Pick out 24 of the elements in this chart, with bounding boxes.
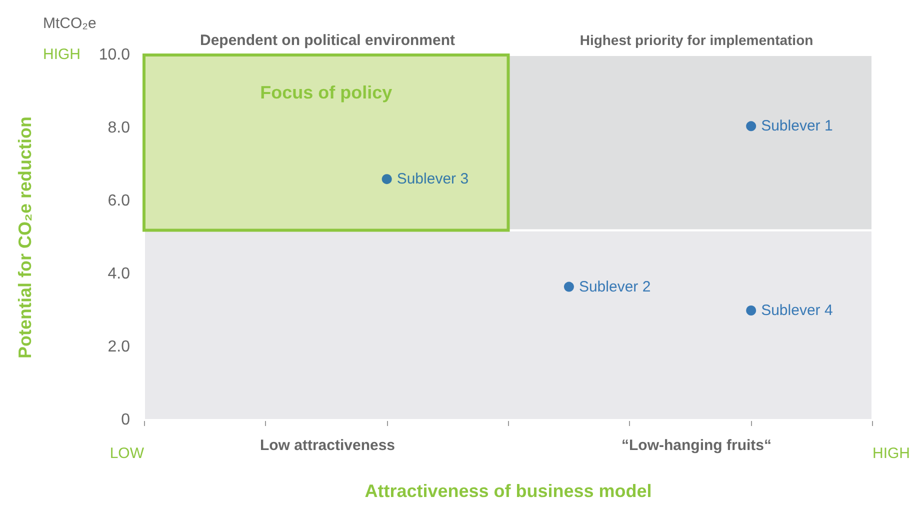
text: HIGH bbox=[43, 46, 80, 63]
text: MtCO₂e bbox=[43, 15, 96, 32]
point bbox=[564, 282, 574, 292]
y-tick-label: 4.0 bbox=[108, 266, 130, 282]
text: Dependent on political environment bbox=[200, 32, 456, 49]
series-label: Sublever 3 bbox=[396, 170, 469, 188]
y-tick-label: 10.0 bbox=[98, 46, 130, 64]
series-label: Sublever 1 bbox=[761, 118, 833, 135]
band-label: Focus of policy bbox=[260, 82, 392, 102]
point bbox=[746, 306, 756, 316]
text: Low attractiveness bbox=[260, 437, 396, 454]
series-label: Sublever 2 bbox=[578, 278, 651, 296]
y-tick-label: 8.0 bbox=[108, 120, 130, 136]
y-tick-label: 6.0 bbox=[108, 192, 130, 210]
y-axis-title: Potential for CO₂e reduction bbox=[15, 116, 35, 359]
text: “Low-hanging fruits“ bbox=[622, 437, 772, 454]
point bbox=[382, 174, 392, 184]
y-tick-label: 0 bbox=[121, 412, 130, 428]
series-label: Sublever 4 bbox=[761, 302, 833, 319]
y-tick-label: 2.0 bbox=[108, 338, 130, 356]
point bbox=[746, 121, 756, 132]
x-axis-title: Attractiveness of business model bbox=[364, 481, 652, 501]
text: Highest priority for implementation bbox=[580, 32, 814, 48]
x-tick-label: LOW bbox=[110, 445, 145, 462]
